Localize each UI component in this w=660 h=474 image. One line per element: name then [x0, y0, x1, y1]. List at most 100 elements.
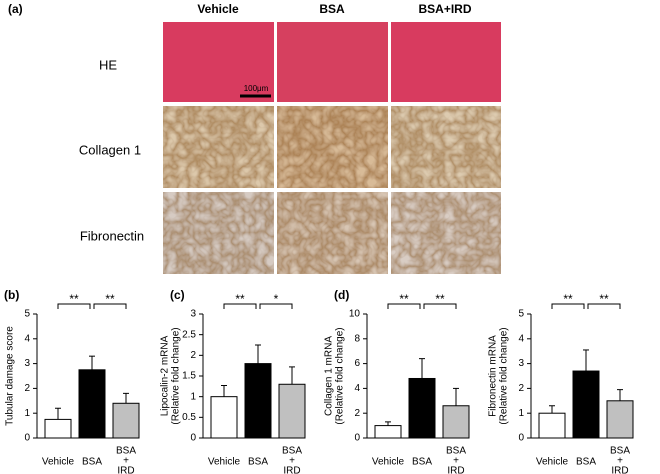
x-tick-label: BSA — [446, 446, 466, 457]
y-tick-label: 0.5 — [182, 412, 196, 423]
bar — [408, 377, 436, 439]
significance-bracket — [551, 303, 585, 309]
significance-label: ** — [435, 292, 445, 306]
column-header: BSA — [319, 2, 345, 16]
x-tick-label: BSA — [82, 457, 102, 468]
row-label: Collagen 1 — [79, 142, 141, 157]
bar — [442, 405, 470, 439]
y-tick-label: 2 — [24, 383, 30, 394]
x-tick-label: BSA — [412, 457, 432, 468]
y-tick-label: 1.5 — [182, 371, 196, 382]
significance-label: ** — [563, 292, 573, 306]
significance-label: ** — [599, 292, 609, 306]
micrographs: 100μm — [163, 22, 501, 274]
y-axis-label: (Relative fold change) — [171, 327, 182, 424]
y-tick-label: 3 — [190, 309, 196, 320]
y-tick-label: 4 — [518, 333, 524, 344]
x-tick-label: BSA — [248, 457, 268, 468]
column-header: BSA+IRD — [418, 2, 471, 16]
bar — [44, 418, 72, 439]
x-tick-label: + — [453, 456, 459, 467]
y-tick-label: 2.5 — [182, 329, 196, 340]
x-tick-label: + — [123, 456, 129, 467]
micrograph — [277, 106, 388, 188]
x-tick-label: Vehicle — [42, 457, 75, 468]
bar — [606, 400, 634, 439]
bar — [78, 369, 106, 439]
significance-bracket — [587, 303, 621, 309]
y-tick-label: 2 — [518, 383, 524, 394]
y-tick-label: 5 — [518, 309, 524, 320]
bar — [538, 412, 566, 439]
significance-bracket — [93, 303, 127, 309]
y-tick-label: 4 — [24, 333, 30, 344]
x-tick-label: BSA — [576, 457, 596, 468]
significance-label: ** — [105, 292, 115, 306]
x-tick-label: IRD — [611, 466, 628, 474]
y-axis-label: Tubular damage score — [5, 326, 16, 426]
y-tick-label: 3 — [24, 358, 30, 369]
panel-label: (d) — [334, 288, 349, 302]
micrograph — [163, 192, 274, 274]
x-tick-label: BSA — [610, 446, 630, 457]
significance-bracket — [387, 303, 421, 309]
bar — [278, 383, 306, 439]
y-axis-label: Fibronectin mRNA — [488, 335, 499, 417]
y-tick-label: 5 — [24, 309, 30, 320]
significance-bracket — [423, 303, 457, 309]
significance-bracket — [259, 303, 293, 309]
micrograph — [391, 106, 501, 188]
x-tick-label: Vehicle — [372, 457, 405, 468]
significance-label: * — [274, 292, 279, 306]
y-tick-label: 2 — [190, 350, 196, 361]
significance-label: ** — [69, 292, 79, 306]
x-tick-label: BSA — [282, 446, 302, 457]
y-tick-label: 1 — [518, 408, 524, 419]
panel-label: (b) — [4, 288, 19, 302]
x-tick-label: BSA — [116, 446, 136, 457]
micrograph — [163, 106, 274, 188]
y-axis-label: Collagen 1 mRNA — [324, 336, 335, 416]
y-tick-label: 0 — [190, 433, 196, 444]
micrograph — [391, 22, 501, 102]
significance-bracket — [57, 303, 91, 309]
y-axis-label: (Relative fold change) — [335, 327, 346, 424]
x-tick-label: IRD — [283, 466, 300, 474]
y-tick-label: 3 — [518, 358, 524, 369]
y-tick-label: 1 — [190, 391, 196, 402]
bar — [210, 396, 238, 439]
significance-bracket — [223, 303, 257, 309]
y-tick-label: 2 — [354, 408, 360, 419]
micrograph — [277, 192, 388, 274]
panel-label: (a) — [8, 2, 23, 16]
significance-label: ** — [235, 292, 245, 306]
x-tick-label: IRD — [117, 466, 134, 474]
y-tick-label: 1 — [24, 408, 30, 419]
bar — [244, 363, 272, 439]
scale-bar-label: 100μm — [244, 84, 269, 93]
y-tick-label: 8 — [354, 333, 360, 344]
micrograph — [277, 22, 388, 102]
micrograph — [163, 22, 274, 102]
y-axis-label: Lipocalin-2 mRNA — [160, 335, 171, 416]
row-label: HE — [99, 57, 117, 72]
bar — [374, 425, 402, 439]
y-tick-label: 0 — [518, 433, 524, 444]
y-tick-label: 0 — [354, 433, 360, 444]
column-header: Vehicle — [197, 2, 239, 16]
y-tick-label: 6 — [354, 358, 360, 369]
bar — [112, 402, 140, 439]
x-tick-label: Vehicle — [536, 457, 569, 468]
bar — [572, 370, 600, 439]
significance-label: ** — [399, 292, 409, 306]
y-tick-label: 10 — [349, 309, 361, 320]
y-axis-label: (Relative fold change) — [499, 327, 510, 424]
x-tick-label: + — [617, 456, 623, 467]
x-tick-label: Vehicle — [208, 457, 241, 468]
x-tick-label: IRD — [447, 466, 464, 474]
panel-label: (c) — [170, 288, 185, 302]
y-tick-label: 4 — [354, 383, 360, 394]
row-label: Fibronectin — [80, 228, 144, 243]
x-tick-label: + — [289, 456, 295, 467]
micrograph — [391, 192, 501, 274]
